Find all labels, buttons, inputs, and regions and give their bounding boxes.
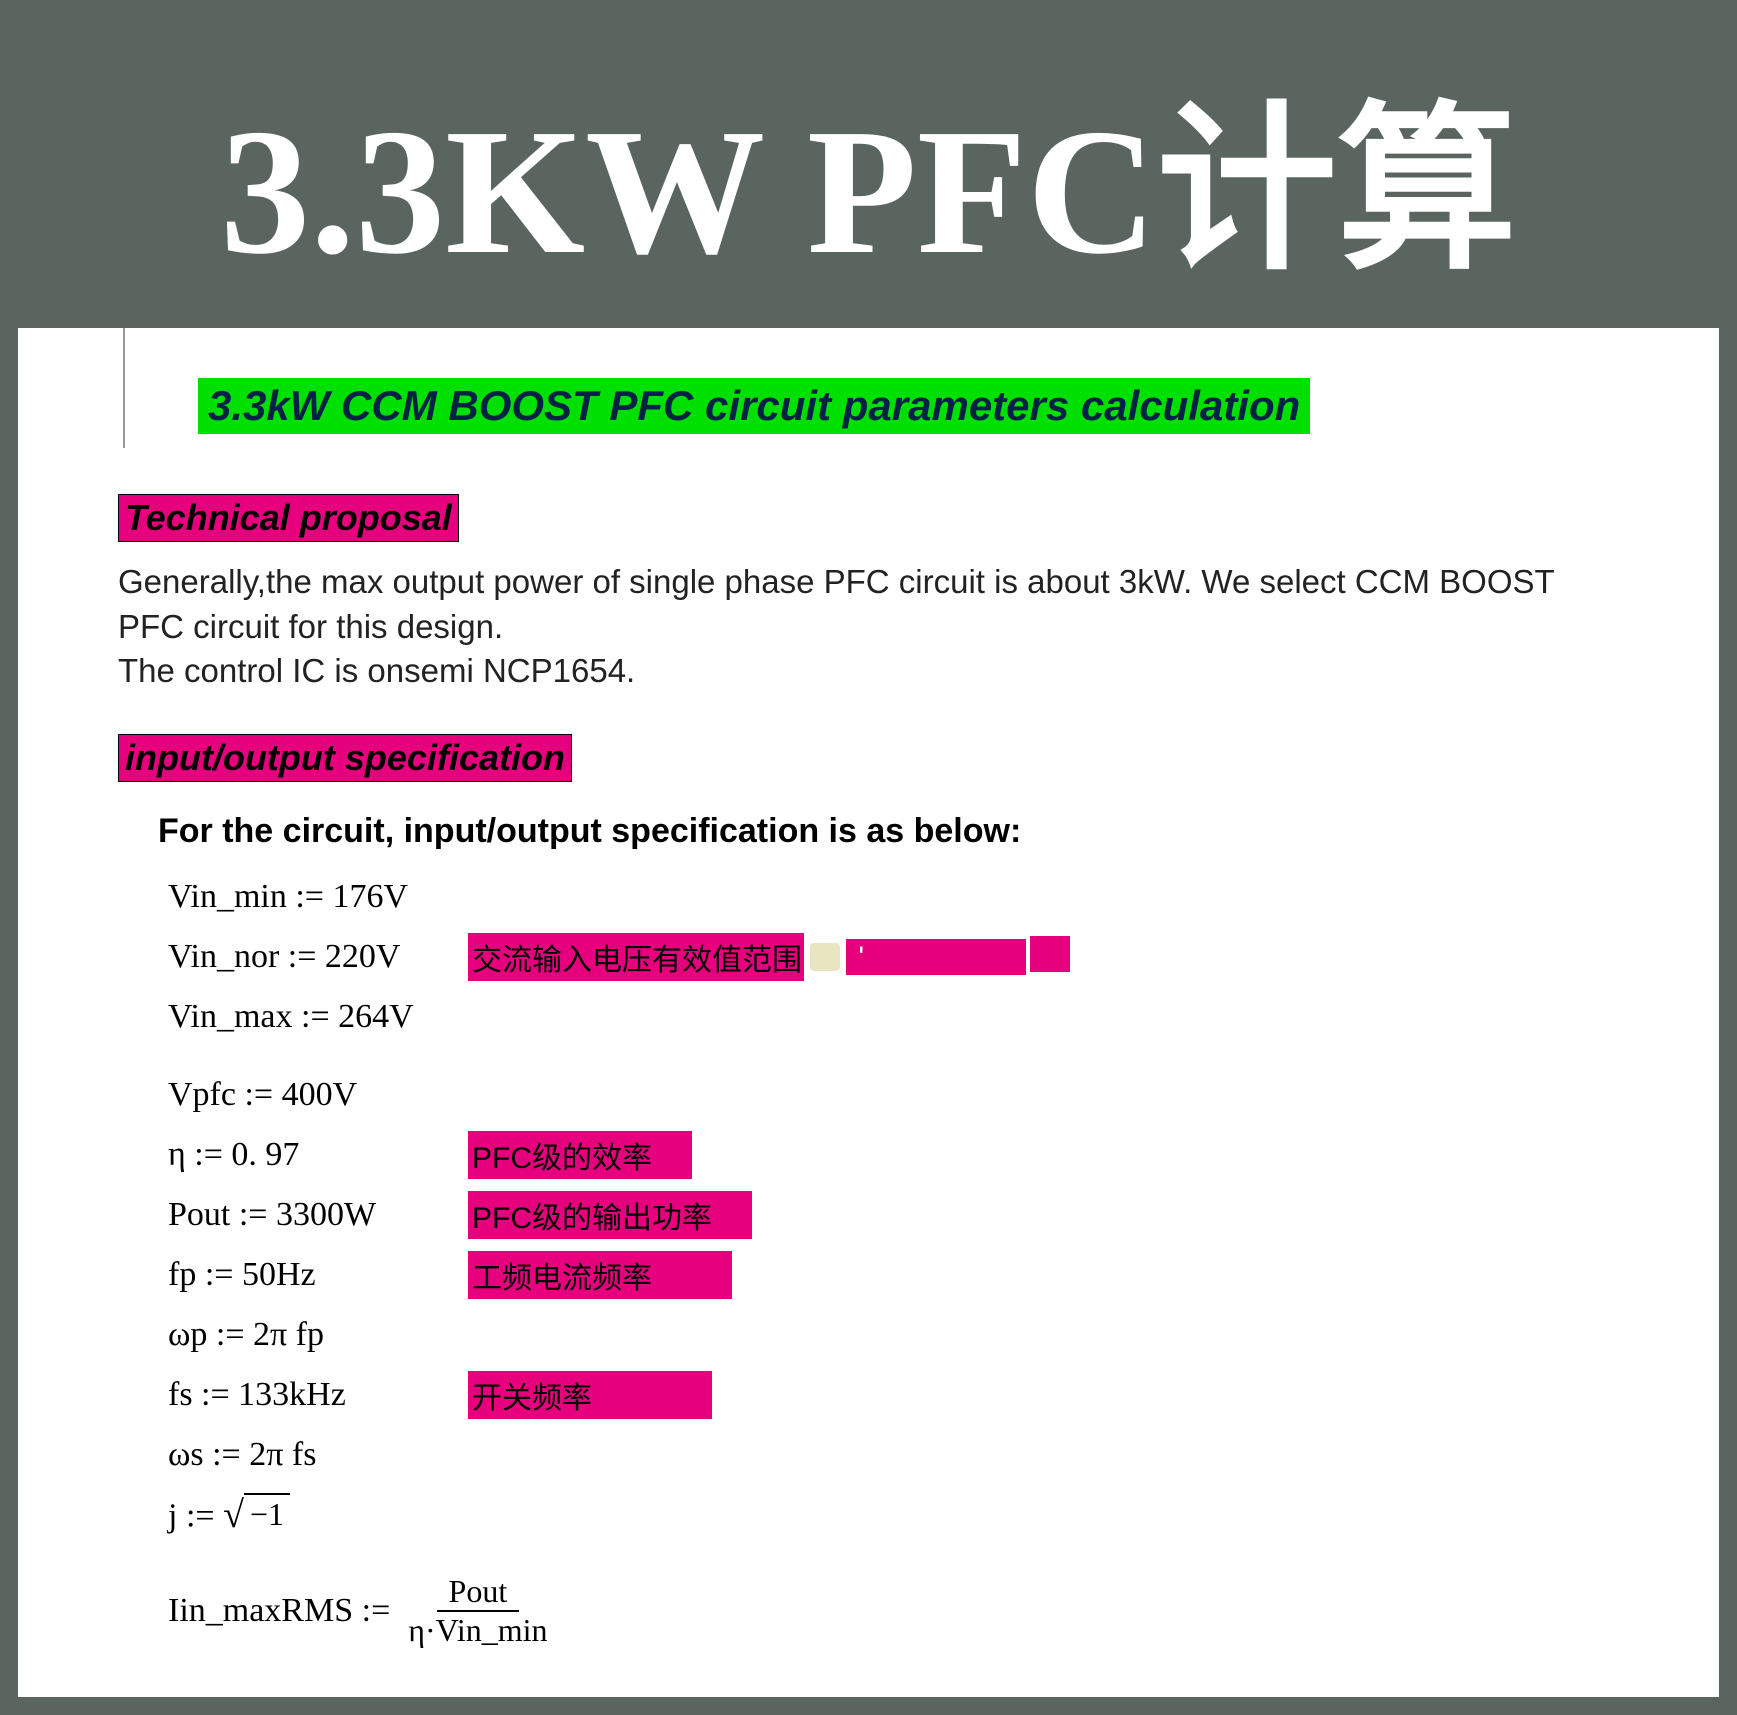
expr-vin-min: Vin_min := 176V bbox=[168, 878, 468, 916]
expr-vpfc: Vpfc := 400V bbox=[168, 1076, 468, 1114]
document-title: 3.3kW CCM BOOST PFC circuit parameters c… bbox=[198, 378, 1310, 434]
param-vin-nor: Vin_nor := 220V 交流输入电压有效值范围 ' bbox=[168, 936, 1659, 978]
annot-vin-trail1: ' bbox=[846, 939, 1026, 975]
tech-body-line1: Generally,the max output power of single… bbox=[118, 563, 1554, 645]
expr-eta: η := 0. 97 bbox=[168, 1136, 468, 1174]
param-fs: fs := 133kHz 开关频率 bbox=[168, 1374, 1659, 1416]
iin-lhs: Iin_maxRMS := bbox=[168, 1592, 390, 1630]
outer-frame: 3.3KW PFC计算 3.3kW CCM BOOST PFC circuit … bbox=[0, 0, 1737, 1715]
fraction-iin: Pout η·Vin_min bbox=[396, 1573, 559, 1649]
section-technical-proposal: Technical proposal bbox=[118, 494, 459, 542]
expr-iin: Iin_maxRMS := Pout η·Vin_min bbox=[168, 1573, 560, 1649]
document-panel: 3.3kW CCM BOOST PFC circuit parameters c… bbox=[18, 328, 1719, 1697]
annot-pout: PFC级的输出功率 bbox=[468, 1191, 752, 1239]
param-iin-maxrms: Iin_maxRMS := Pout η·Vin_min bbox=[168, 1576, 1659, 1646]
param-j: j := √−1 bbox=[168, 1494, 1659, 1536]
annot-vin-wrap: 交流输入电压有效值范围 ' bbox=[468, 933, 1070, 981]
expr-wp: ωp := 2π fp bbox=[168, 1316, 468, 1354]
annot-fp: 工频电流频率 bbox=[468, 1251, 732, 1299]
param-vin-max: Vin_max := 264V bbox=[168, 996, 1659, 1038]
expr-pout: Pout := 3300W bbox=[168, 1196, 468, 1234]
param-wp: ωp := 2π fp bbox=[168, 1314, 1659, 1356]
header-area: 3.3KW PFC计算 bbox=[18, 18, 1719, 328]
annot-eta: PFC级的效率 bbox=[468, 1131, 692, 1179]
param-vin-min: Vin_min := 176V bbox=[168, 876, 1659, 918]
j-lhs: j := bbox=[168, 1498, 223, 1535]
margin-line bbox=[123, 328, 125, 448]
param-ws: ωs := 2π fs bbox=[168, 1434, 1659, 1476]
iin-denominator: η·Vin_min bbox=[396, 1612, 559, 1649]
expr-ws: ωs := 2π fs bbox=[168, 1436, 468, 1474]
annot-vin-a: 交流输入电压有效值范围 bbox=[468, 933, 804, 981]
param-fp: fp := 50Hz 工频电流频率 bbox=[168, 1254, 1659, 1296]
technical-proposal-body: Generally,the max output power of single… bbox=[118, 560, 1618, 694]
sqrt-icon: √−1 bbox=[223, 1493, 290, 1533]
header-title: 3.3KW PFC计算 bbox=[220, 43, 1517, 304]
param-vpfc: Vpfc := 400V bbox=[168, 1074, 1659, 1116]
tech-body-line2: The control IC is onsemi NCP1654. bbox=[118, 652, 635, 689]
expr-fp: fp := 50Hz bbox=[168, 1256, 468, 1294]
j-radicand: −1 bbox=[244, 1493, 290, 1533]
param-pout: Pout := 3300W PFC级的输出功率 bbox=[168, 1194, 1659, 1236]
section-io-spec: input/output specification bbox=[118, 734, 572, 782]
expr-vin-max: Vin_max := 264V bbox=[168, 998, 468, 1036]
param-eta: η := 0. 97 PFC级的效率 bbox=[168, 1134, 1659, 1176]
annot-fs: 开关频率 bbox=[468, 1371, 712, 1419]
expr-fs: fs := 133kHz bbox=[168, 1376, 468, 1414]
annot-blotch bbox=[810, 943, 840, 971]
expr-vin-nor: Vin_nor := 220V bbox=[168, 938, 468, 976]
expr-j: j := √−1 bbox=[168, 1493, 290, 1535]
parameter-block: Vin_min := 176V Vin_nor := 220V 交流输入电压有效… bbox=[168, 876, 1659, 1646]
io-spec-heading: For the circuit, input/output specificat… bbox=[158, 812, 1659, 851]
annot-vin-trail2 bbox=[1030, 936, 1070, 972]
iin-numerator: Pout bbox=[437, 1573, 520, 1612]
